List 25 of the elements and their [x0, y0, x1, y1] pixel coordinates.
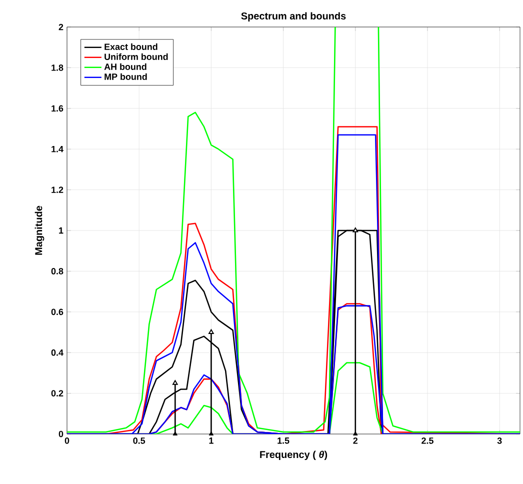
y-axis-title: Magnitude — [34, 206, 44, 255]
x-tick-label: 2 — [353, 438, 358, 444]
y-tick-label: 1.6 — [52, 105, 64, 112]
y-tick-label: 0.2 — [51, 390, 64, 396]
y-tick-label: 0.4 — [51, 349, 64, 356]
y-tick-label: 0.6 — [51, 308, 64, 316]
x-tick-label: 3 — [497, 438, 502, 444]
legend-label: AH bound — [104, 63, 146, 70]
y-tick-label: 1.8 — [52, 64, 64, 71]
x-tick-label: 1.5 — [278, 438, 290, 444]
y-tick-label: 1 — [59, 227, 64, 234]
legend-label: MP bound — [104, 73, 147, 80]
chart-title: Spectrum and bounds — [241, 12, 346, 22]
y-tick-label: 1.4 — [52, 146, 64, 152]
y-tick-label: 0 — [58, 430, 64, 438]
x-tick-label: 0.5 — [133, 438, 146, 444]
legend-label: Uniform bound — [104, 53, 168, 60]
y-tick-label: 0.8 — [51, 268, 64, 274]
legend-label: Exact bound — [104, 43, 158, 50]
x-axis-title: Frequency ( θ) — [260, 450, 328, 460]
y-tick-label: 2 — [58, 24, 64, 30]
y-tick-label: 1.2 — [52, 186, 64, 193]
x-tick-label: 0 — [64, 438, 70, 444]
x-tick-label: 2.5 — [422, 438, 434, 444]
x-tick-label: 1 — [209, 438, 214, 444]
